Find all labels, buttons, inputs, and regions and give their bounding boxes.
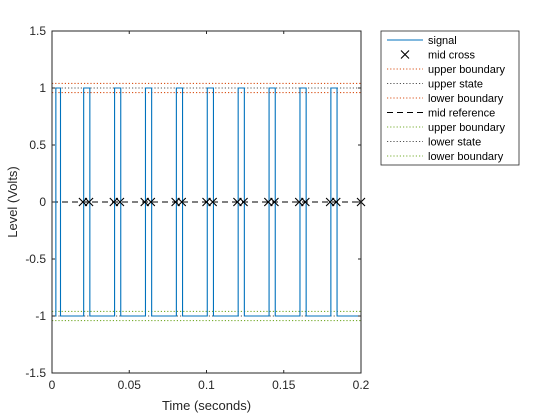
y-axis-label: Level (Volts) <box>5 166 20 238</box>
legend-label-lower-boundary-8: lower boundary <box>428 151 504 163</box>
signal-line <box>52 87 361 317</box>
x-tick-label-0: 0 <box>49 378 56 392</box>
mid-cross-marker-9 <box>208 197 218 207</box>
y-tick-label-0: -1.5 <box>25 366 46 380</box>
mid-cross-marker-14 <box>294 197 304 207</box>
y-axis-ticks: -1.5 -1 -0.5 0 0.5 1 1.5 <box>25 24 361 380</box>
mid-cross-marker-12 <box>263 197 273 207</box>
mid-cross-marker-8 <box>202 197 211 207</box>
mid-cross-marker-5 <box>146 197 156 207</box>
legend-label-lower-state-7: lower state <box>428 137 481 149</box>
x-tick-label-4: 0.2 <box>353 378 370 392</box>
mid-cross-marker-3 <box>115 197 125 207</box>
y-tick-label-3: 0 <box>39 195 46 209</box>
mid-cross-markers <box>78 197 366 207</box>
y-tick-label-1: -1 <box>35 309 46 323</box>
plot-area: 0 0.05 0.1 0.15 0.2 -1.5 -1 -0.5 0 0.5 1 1.5 <box>25 24 369 392</box>
mid-cross-marker-17 <box>331 197 341 207</box>
legend-label-mid-reference-5: mid reference <box>428 108 495 120</box>
legend-label-upper-boundary-6: upper boundary <box>428 122 506 134</box>
mid-cross-marker-0 <box>78 197 88 207</box>
legend-label-upper-state-3: upper state <box>428 79 483 91</box>
x-tick-label-3: 0.15 <box>272 378 296 392</box>
x-axis-label: Time (seconds) <box>162 398 251 413</box>
legend-label-upper-boundary-2: upper boundary <box>428 64 506 76</box>
mid-cross-marker-10 <box>233 197 242 207</box>
x-axis-ticks: 0 0.05 0.1 0.15 0.2 <box>49 31 370 392</box>
mid-cross-marker-1 <box>84 197 94 207</box>
legend-label-lower-boundary-4: lower boundary <box>428 93 504 105</box>
legend-label-mid-cross-1: mid cross <box>428 50 476 62</box>
mid-cross-marker-11 <box>239 197 248 207</box>
x-tick-label-2: 0.1 <box>198 378 215 392</box>
mid-cross-marker-16 <box>325 197 335 207</box>
legend-label-signal-0: signal <box>428 35 457 47</box>
signal-series <box>52 87 361 317</box>
y-tick-label-2: -0.5 <box>25 252 46 266</box>
mid-cross-marker-7 <box>177 197 187 207</box>
mid-cross-marker-2 <box>109 197 119 207</box>
mid-cross-marker-15 <box>300 197 310 207</box>
y-tick-label-4: 0.5 <box>29 138 46 152</box>
mid-cross-marker-4 <box>140 197 150 207</box>
x-tick-label-1: 0.05 <box>118 378 142 392</box>
mid-cross-marker-13 <box>270 197 279 207</box>
legend: signal mid cross upper boundary upper state… <box>380 30 520 166</box>
legend-swatch-1 <box>400 50 410 59</box>
y-tick-label-5: 1 <box>39 81 46 95</box>
mid-cross-marker-6 <box>171 197 180 207</box>
y-tick-label-6: 1.5 <box>29 24 46 38</box>
